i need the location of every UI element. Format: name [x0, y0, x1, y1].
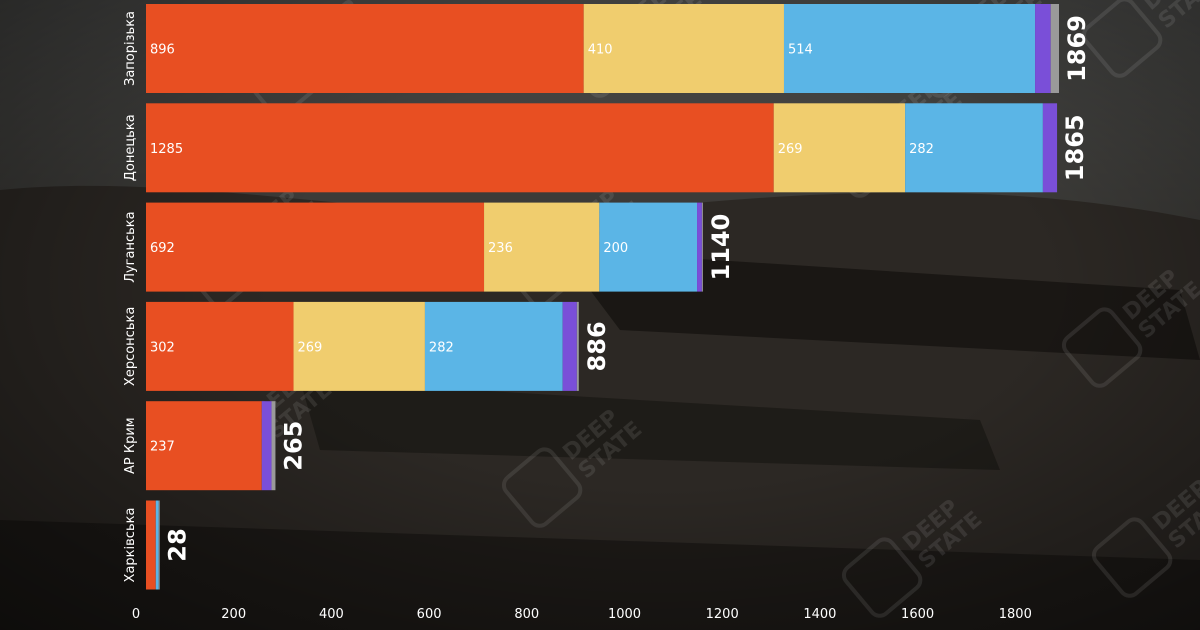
bar-segment — [261, 401, 272, 491]
segment-label: 514 — [788, 43, 813, 58]
bar-segment — [1035, 4, 1051, 93]
bar-segment — [293, 301, 425, 391]
category-label: Донецька — [123, 114, 138, 181]
category-label: Луганська — [123, 211, 138, 282]
bar-segment — [158, 500, 160, 590]
x-tick-label: 400 — [319, 607, 344, 622]
segment-label: 896 — [150, 43, 175, 58]
category-label: Херсонська — [123, 307, 138, 386]
bar-segment — [146, 500, 156, 590]
total-label: 1869 — [1063, 15, 1091, 82]
bar-segment — [1050, 4, 1059, 93]
category-label: Запорізька — [123, 11, 138, 86]
segment-label: 410 — [588, 43, 613, 58]
x-tick-label: 800 — [514, 607, 539, 622]
bar-segment — [701, 202, 703, 292]
total-label: 886 — [583, 321, 611, 371]
bar-segment — [146, 4, 584, 93]
x-tick-label: 1000 — [608, 607, 641, 622]
segment-label: 236 — [488, 241, 513, 256]
segment-label: 692 — [150, 241, 175, 256]
bar-segment — [424, 301, 563, 391]
x-tick-label: 200 — [221, 607, 246, 622]
bars-layer: 896 410 514 1869 1285 269 282 1865 692 236 200 1140… — [146, 4, 1091, 590]
bar-segment — [271, 401, 276, 491]
bar-segment — [146, 103, 774, 193]
segment-label: 282 — [909, 142, 934, 157]
bar-segment — [773, 103, 906, 193]
x-tick-label: 1200 — [706, 607, 739, 622]
bar-segment — [484, 202, 600, 292]
bar-segment — [146, 401, 262, 491]
segment-label: 1285 — [150, 142, 183, 157]
segment-label: 282 — [429, 340, 454, 355]
segment-label: 200 — [603, 241, 628, 256]
bar-segment — [155, 500, 159, 590]
total-label: 265 — [279, 421, 307, 471]
x-tick-label: 0 — [132, 607, 140, 622]
bar-segment — [697, 202, 702, 292]
bar-segment — [562, 301, 577, 391]
total-label: 28 — [164, 528, 192, 561]
x-tick-label: 600 — [417, 607, 442, 622]
segment-label: 302 — [150, 340, 175, 355]
segment-label: 237 — [150, 440, 175, 455]
segment-label: 269 — [778, 142, 803, 157]
bar-segment — [905, 103, 1043, 193]
bar-segment — [583, 4, 784, 93]
bar-segment — [146, 301, 294, 391]
bar-segment — [783, 4, 1036, 93]
total-label: 1865 — [1061, 114, 1089, 181]
category-label: АР Крим — [123, 417, 138, 474]
x-tick-label: 1800 — [999, 607, 1032, 622]
bar-segment — [599, 202, 698, 292]
x-tick-label: 1400 — [803, 607, 836, 622]
category-labels: Запорізька Донецька Луганська Херсонська АР … — [123, 11, 138, 582]
bar-segment — [576, 301, 579, 391]
x-axis: 0 200 400 600 800 1000 1200 1400 1600 1800 — [132, 607, 1032, 622]
bar-segment — [146, 202, 485, 292]
segment-label: 269 — [298, 340, 323, 355]
x-tick-label: 1600 — [901, 607, 934, 622]
bar-segment — [1042, 103, 1058, 193]
total-label: 1140 — [707, 214, 735, 281]
category-label: Харківська — [123, 508, 138, 583]
